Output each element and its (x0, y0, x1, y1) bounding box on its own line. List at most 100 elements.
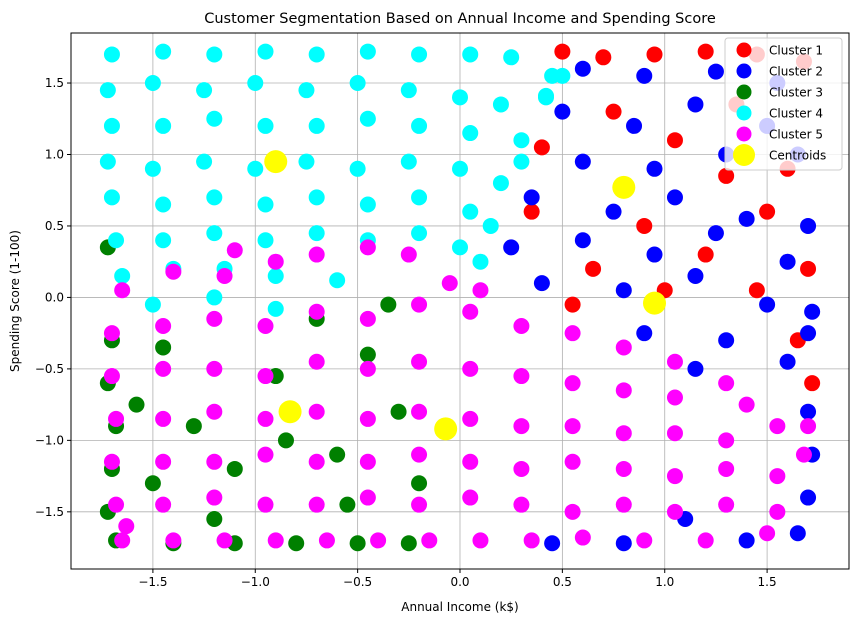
cluster-5-point (421, 532, 438, 549)
cluster-5-point (462, 489, 479, 506)
cluster-2-point (707, 225, 724, 242)
legend-label: Centroids (769, 149, 826, 163)
cluster-5-point (257, 410, 274, 427)
cluster-4-point (144, 296, 161, 313)
cluster-2-point (804, 303, 821, 320)
cluster-5-point (795, 446, 812, 463)
cluster-5-point (411, 446, 428, 463)
cluster-4-point (155, 232, 172, 249)
cluster-5-point (769, 503, 786, 520)
cluster-2-point (779, 253, 796, 270)
cluster-1-point (595, 49, 612, 66)
cluster-5-point (226, 242, 243, 259)
cluster-5-point (513, 318, 530, 335)
cluster-4-point (257, 117, 274, 134)
cluster-4-point (155, 196, 172, 213)
cluster-5-point (472, 532, 489, 549)
cluster-5-point (206, 360, 223, 377)
cluster-4-point (257, 43, 274, 60)
cluster-2-point (707, 63, 724, 80)
cluster-5-point (103, 368, 120, 385)
legend-marker (736, 126, 752, 142)
cluster-4-point (554, 67, 571, 84)
cluster-2-point (779, 353, 796, 370)
cluster-4-point (298, 82, 315, 99)
cluster-5-point (666, 353, 683, 370)
cluster-1-point (759, 203, 776, 220)
cluster-1-point (666, 132, 683, 149)
cluster-5-point (206, 310, 223, 327)
cluster-4-point (308, 117, 325, 134)
cluster-5-point (513, 418, 530, 435)
cluster-1-point (718, 167, 735, 184)
cluster-5-point (308, 496, 325, 513)
cluster-4-point (462, 46, 479, 63)
cluster-1-point (636, 217, 653, 234)
cluster-4-point (257, 232, 274, 249)
cluster-5-point (411, 296, 428, 313)
cluster-2-point (533, 275, 550, 292)
cluster-5-point (400, 246, 417, 263)
cluster-5-point (206, 403, 223, 420)
cluster-1-point (585, 260, 602, 277)
cluster-5-point (155, 318, 172, 335)
cluster-4-point (99, 153, 116, 170)
cluster-1-point (646, 46, 663, 63)
cluster-4-point (206, 289, 223, 306)
cluster-2-point (738, 532, 755, 549)
cluster-5-point (114, 532, 131, 549)
cluster-2-point (800, 403, 817, 420)
cluster-2-point (636, 325, 653, 342)
cluster-5-point (359, 410, 376, 427)
cluster-3-point (349, 535, 366, 552)
legend-marker (733, 144, 755, 166)
cluster-3-point (400, 535, 417, 552)
cluster-3-point (185, 418, 202, 435)
y-tick-label: 0.5 (45, 219, 64, 233)
cluster-3-point (390, 403, 407, 420)
cluster-5-point (359, 310, 376, 327)
x-tick-label: 0.5 (553, 575, 572, 589)
cluster-5-point (370, 532, 387, 549)
cluster-3-point (359, 346, 376, 363)
cluster-4-point (155, 43, 172, 60)
cluster-2-point (574, 60, 591, 77)
cluster-4-point (482, 217, 499, 234)
cluster-5-point (462, 453, 479, 470)
cluster-2-point (615, 535, 632, 552)
cluster-3-point (380, 296, 397, 313)
cluster-5-point (206, 489, 223, 506)
cluster-4-point (537, 87, 554, 104)
cluster-2-point (800, 489, 817, 506)
cluster-5-point (103, 453, 120, 470)
chart-title: Customer Segmentation Based on Annual In… (204, 11, 716, 27)
cluster-5-point (359, 489, 376, 506)
cluster-1-point (748, 282, 765, 299)
cluster-5-point (308, 403, 325, 420)
cluster-4-point (108, 232, 125, 249)
legend-label: Cluster 1 (769, 44, 823, 58)
cluster-5-point (165, 532, 182, 549)
cluster-3-point (226, 460, 243, 477)
cluster-1-point (697, 43, 714, 60)
cluster-5-point (155, 453, 172, 470)
cluster-5-point (118, 518, 135, 535)
cluster-2-point (759, 296, 776, 313)
centroid-layer (264, 150, 666, 441)
cluster-5-point (257, 368, 274, 385)
cluster-5-point (718, 496, 735, 513)
cluster-5-point (615, 339, 632, 356)
cluster-5-point (103, 325, 120, 342)
cluster-4-point (411, 117, 428, 134)
cluster-4-point (349, 75, 366, 92)
cluster-3-point (128, 396, 145, 413)
cluster-4-point (359, 196, 376, 213)
x-tick-label: −1.0 (241, 575, 270, 589)
cluster-4-point (411, 46, 428, 63)
cluster-2-point (554, 103, 571, 120)
cluster-5-point (155, 360, 172, 377)
centroid-point (434, 417, 458, 441)
cluster-5-point (636, 532, 653, 549)
cluster-4-point (452, 160, 468, 177)
